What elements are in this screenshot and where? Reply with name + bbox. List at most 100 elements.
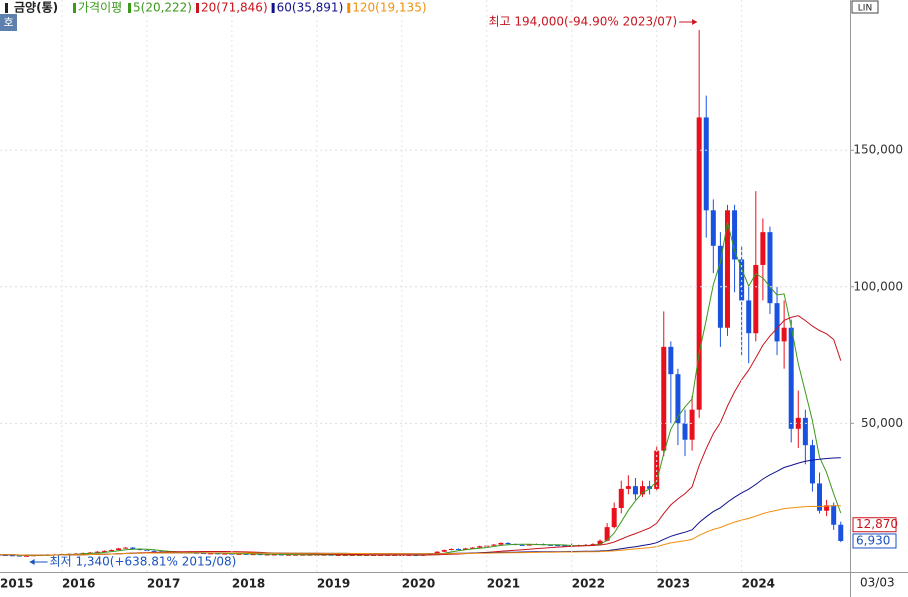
candle-body	[477, 546, 483, 548]
candle-body	[293, 554, 299, 556]
candle-body	[562, 545, 568, 547]
candle-body	[597, 540, 603, 545]
candle-body	[94, 551, 100, 553]
candle-body	[307, 554, 313, 556]
candle-body	[760, 232, 766, 265]
candle-body	[689, 409, 695, 440]
candle-body	[838, 524, 844, 541]
candle-body	[349, 554, 355, 556]
candle-body	[300, 554, 306, 556]
plot-area	[0, 30, 844, 557]
legend-label: 5(20,222)	[133, 1, 192, 15]
corner-icon[interactable]	[851, 0, 879, 14]
candle-body	[739, 259, 745, 301]
legend-marker	[347, 3, 351, 13]
button-label[interactable]: 호	[3, 16, 13, 29]
candle-body	[222, 553, 228, 555]
candle-body	[9, 555, 15, 557]
candle-body	[463, 548, 469, 550]
candle-body	[16, 555, 22, 557]
candle-body	[2, 554, 8, 556]
candle-body	[802, 417, 808, 446]
candle-body	[243, 553, 249, 555]
candle-body	[781, 327, 787, 342]
candle-body	[831, 505, 837, 525]
x-tick-label: 2022	[572, 577, 605, 591]
annotation: 최고 194,000(-94.90% 2023/07)	[489, 15, 678, 29]
candle-body	[632, 486, 638, 495]
x-tick-label: 2016	[62, 577, 95, 591]
candle-body	[817, 483, 823, 511]
candle-body	[271, 554, 277, 556]
candle-body	[434, 551, 440, 554]
y-tick-label: 50,000	[861, 416, 903, 430]
price-tag	[852, 533, 897, 549]
candle-body	[24, 555, 30, 557]
candle-body	[208, 553, 214, 555]
annotation: 최저 1,340(+638.81% 2015/08)	[50, 555, 237, 569]
legend-marker	[73, 3, 76, 13]
candle-body	[491, 544, 497, 546]
candle-body	[519, 544, 525, 546]
stock-name: 금양(통)	[14, 0, 58, 15]
candle-body	[257, 554, 263, 556]
button[interactable]	[0, 14, 17, 31]
legend-marker	[128, 3, 131, 13]
candle-body	[824, 505, 830, 511]
arrow-head	[29, 559, 35, 565]
candle-body	[342, 554, 348, 556]
candle-body	[661, 346, 667, 451]
x-tick-label: 2017	[147, 577, 180, 591]
candle-body	[647, 486, 653, 489]
x-tick-label: 2021	[487, 577, 520, 591]
candle-body	[215, 553, 221, 555]
candle-body	[116, 548, 122, 551]
legend-marker	[271, 3, 275, 13]
candle-body	[767, 232, 773, 304]
candle-body	[724, 210, 730, 328]
y-tick-label: 150,000	[853, 143, 903, 157]
ma-label: 가격이평	[78, 1, 122, 15]
candle-body	[470, 547, 476, 549]
candle-body	[321, 554, 327, 556]
candle-body	[101, 550, 107, 552]
candle-body	[795, 417, 801, 429]
candle-body	[286, 554, 292, 556]
arrow-head	[692, 19, 698, 25]
candle-body	[710, 210, 716, 246]
candle-body	[229, 553, 235, 555]
candle-body	[703, 117, 709, 211]
candle-body	[335, 554, 341, 556]
legend-label: 60(35,891)	[277, 1, 344, 15]
candle-body	[441, 550, 447, 552]
legend-label: 120(19,135)	[352, 1, 426, 15]
x-tick-label: 2018	[232, 577, 265, 591]
price-tag-label: 6,930	[856, 533, 890, 547]
candle-body	[151, 550, 157, 552]
price-tag	[852, 517, 897, 533]
y-tick-label: 100,000	[853, 279, 903, 293]
x-tick-label: 2023	[657, 577, 690, 591]
candle-body	[130, 547, 136, 549]
legend-label: 20(71,846)	[201, 1, 268, 15]
candle-body	[547, 544, 553, 546]
legend-marker	[196, 3, 199, 13]
corner-label[interactable]: LIN	[858, 4, 872, 14]
candle-body	[123, 547, 129, 549]
candle-body	[0, 554, 1, 556]
candle-body	[732, 210, 738, 260]
candle-body	[455, 548, 461, 550]
candle-body	[611, 508, 617, 528]
x-tick-label: 2015	[0, 577, 33, 591]
candle-body	[618, 488, 624, 509]
candle-body	[427, 553, 433, 555]
x-tick-label: 2024	[742, 577, 775, 591]
candle-body	[278, 554, 284, 556]
candle-body	[774, 303, 780, 342]
candle-body	[753, 264, 759, 334]
x-tick-label: 2019	[317, 577, 350, 591]
moving-average-line	[0, 505, 841, 556]
candle-body	[498, 542, 504, 545]
candle-body	[505, 542, 511, 545]
